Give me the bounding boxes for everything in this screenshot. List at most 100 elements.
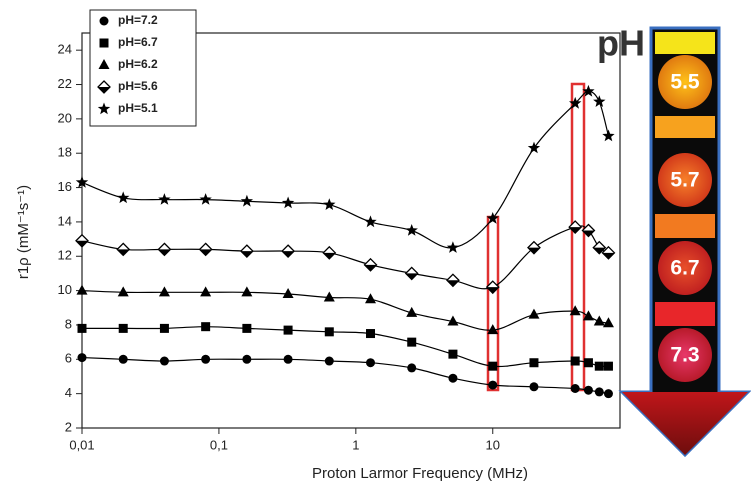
marker xyxy=(488,380,498,390)
marker xyxy=(448,373,458,383)
marker xyxy=(283,354,293,364)
x-tick-label: 0,1 xyxy=(210,437,228,452)
marker-shape xyxy=(446,280,459,287)
marker-shape xyxy=(199,249,212,256)
marker-shape xyxy=(366,329,376,339)
marker xyxy=(116,242,131,257)
marker xyxy=(446,273,460,288)
marker xyxy=(570,356,580,366)
marker xyxy=(158,286,170,297)
marker xyxy=(569,96,582,109)
marker-shape xyxy=(98,87,110,93)
marker xyxy=(241,286,253,297)
marker xyxy=(407,337,417,347)
marker xyxy=(528,308,540,319)
y-tick-label: 2 xyxy=(65,419,72,434)
marker-shape xyxy=(570,384,580,393)
marker-shape xyxy=(405,273,418,280)
marker-shape xyxy=(117,249,130,256)
marker xyxy=(527,141,541,154)
fit-curve xyxy=(81,225,609,290)
y-tick-label: 18 xyxy=(58,145,72,160)
marker-shape xyxy=(117,191,130,204)
x-axis-label: Proton Larmor Frequency (MHz) xyxy=(312,465,528,482)
marker xyxy=(239,244,254,259)
marker xyxy=(593,95,606,107)
marker-shape xyxy=(99,16,109,26)
marker xyxy=(75,175,89,188)
marker xyxy=(527,240,541,255)
marker xyxy=(159,356,169,366)
legend-label: pH=6.7 xyxy=(118,35,158,49)
marker-shape xyxy=(582,84,595,97)
marker xyxy=(242,354,252,364)
marker-shape xyxy=(76,240,88,247)
x-tick-label: 1 xyxy=(352,437,359,452)
marker xyxy=(407,363,417,373)
arrow-head xyxy=(622,392,748,455)
marker-shape xyxy=(569,96,582,109)
marker xyxy=(118,323,128,333)
marker xyxy=(98,59,110,69)
marker xyxy=(365,293,377,304)
marker xyxy=(282,288,294,299)
marker xyxy=(324,356,334,366)
marker xyxy=(158,193,171,205)
marker xyxy=(529,358,539,368)
marker-shape xyxy=(407,363,417,373)
marker-shape xyxy=(201,354,211,364)
y-tick-label: 6 xyxy=(65,351,72,366)
marker-shape xyxy=(603,361,613,371)
marker-shape xyxy=(75,175,89,188)
marker-shape xyxy=(366,358,376,368)
color-bar xyxy=(655,214,715,238)
marker-shape xyxy=(364,215,377,228)
marker xyxy=(157,242,172,257)
marker xyxy=(602,129,615,142)
marker-shape xyxy=(602,317,614,328)
marker-shape xyxy=(118,323,128,333)
marker xyxy=(487,324,499,335)
marker-shape xyxy=(323,198,336,210)
marker-shape xyxy=(281,196,295,209)
marker xyxy=(324,327,334,337)
marker-shape xyxy=(323,291,335,302)
marker-shape xyxy=(240,251,253,258)
y-axis-label: r1ρ (mM⁻¹s⁻¹) xyxy=(15,185,32,279)
y-tick-label: 12 xyxy=(58,248,72,263)
marker xyxy=(77,353,87,363)
marker-shape xyxy=(529,358,539,368)
marker-shape xyxy=(582,310,594,321)
legend-label: pH=5.1 xyxy=(118,101,158,115)
x-tick-label: 10 xyxy=(486,437,500,452)
y-tick-label: 8 xyxy=(65,316,72,331)
marker xyxy=(364,215,377,228)
legend-label: pH=6.2 xyxy=(118,57,158,71)
marker xyxy=(366,358,376,368)
marker-shape xyxy=(527,141,541,154)
color-bar xyxy=(655,302,715,326)
marker-shape xyxy=(199,193,212,205)
fit-curve xyxy=(81,290,609,331)
marker-shape xyxy=(76,284,88,295)
ph-label: 6.7 xyxy=(670,257,699,280)
marker xyxy=(97,102,111,115)
marker xyxy=(603,389,613,399)
marker xyxy=(569,305,581,316)
marker-shape xyxy=(159,356,169,366)
ph-label: 5.5 xyxy=(670,71,700,94)
marker-shape xyxy=(528,308,540,319)
marker xyxy=(117,286,129,297)
marker-shape xyxy=(447,315,459,326)
marker-shape xyxy=(200,286,212,297)
marker-shape xyxy=(159,323,169,333)
y-tick-label: 10 xyxy=(58,282,72,297)
ph-label: 5.7 xyxy=(670,169,699,192)
marker xyxy=(323,291,335,302)
marker xyxy=(199,193,212,205)
marker xyxy=(281,196,295,209)
marker xyxy=(583,358,593,368)
marker xyxy=(366,329,376,339)
marker xyxy=(76,284,88,295)
